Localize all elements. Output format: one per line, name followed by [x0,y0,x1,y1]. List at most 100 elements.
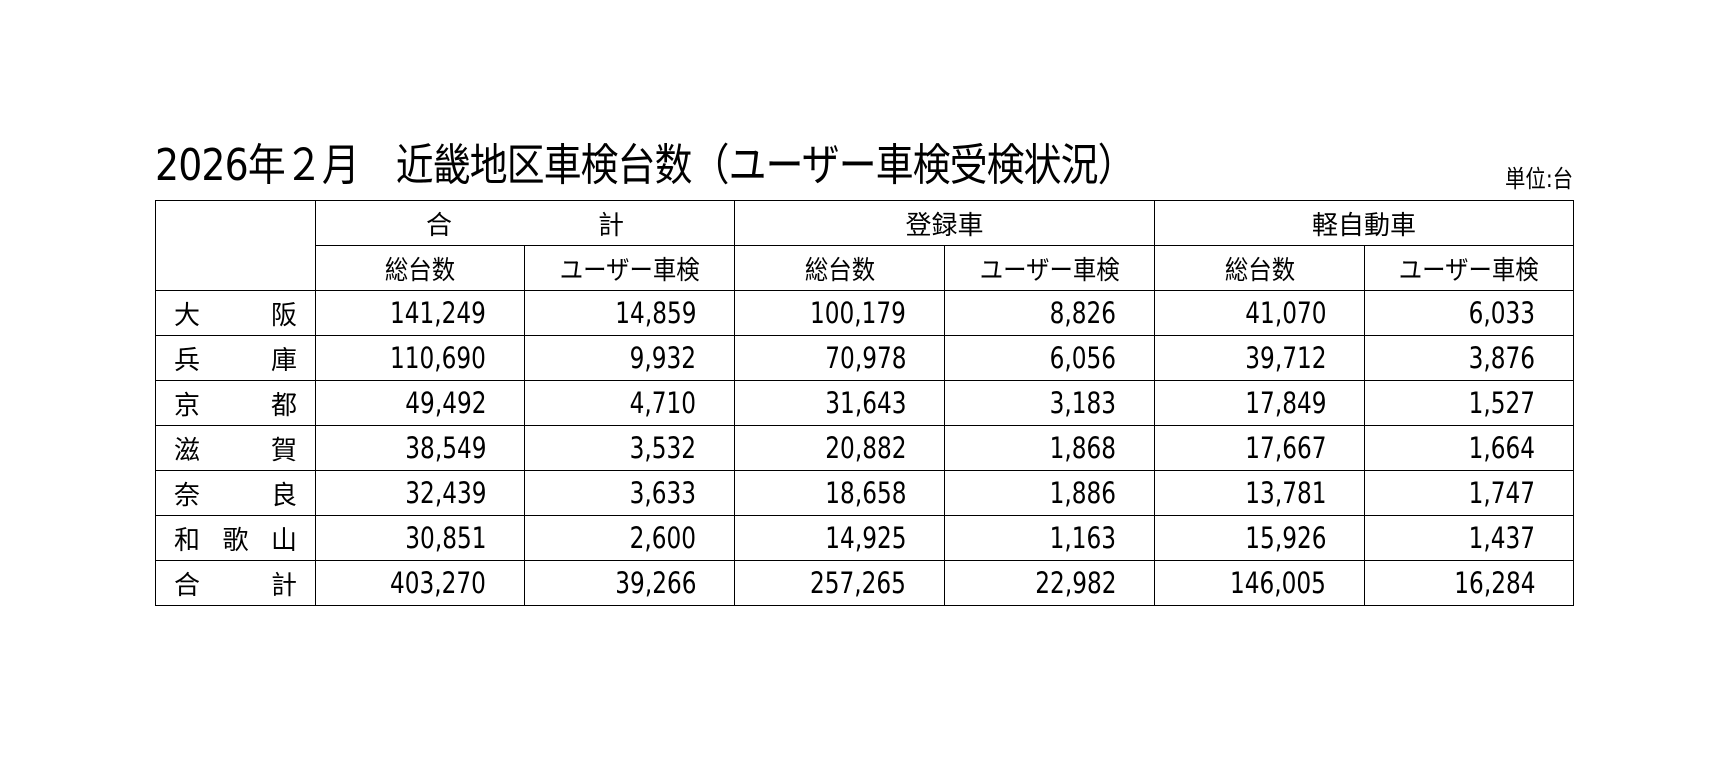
value: 39,712 [1244,341,1327,375]
prefecture-char: 庫 [270,345,297,376]
value-cell: 257,265 [734,560,946,606]
sub-header: 総台数 [1154,245,1366,291]
value: 1,163 [1049,521,1117,555]
value-cell: 100,179 [734,290,946,336]
value-cell: 110,690 [315,335,525,381]
value: 49,492 [404,386,486,420]
value: 3,876 [1468,341,1536,375]
value-cell: 1,664 [1364,425,1575,471]
prefecture-cell: 京都 [155,380,316,426]
group-header-kei: 軽自動車 [1154,200,1575,246]
value-cell: 1,437 [1364,515,1575,561]
value-cell: 3,876 [1364,335,1575,381]
page-title: 2026年２月 近畿地区車検台数（ユーザー車検受検状況） [155,140,1135,191]
prefecture-char: 山 [270,525,297,556]
table-row: 奈良 32,439 3,633 18,658 1,886 13,781 1,747 [155,470,1575,516]
value-cell: 146,005 [1154,560,1366,606]
value: 3,633 [629,476,697,510]
value: 1,868 [1049,431,1117,465]
value: 20,882 [824,431,907,465]
value: 14,859 [614,296,697,330]
value: 22,982 [1034,566,1117,600]
prefecture-char: 和 [174,525,201,556]
value: 6,056 [1049,341,1117,375]
value-cell: 14,859 [523,290,736,336]
value-cell: 1,886 [944,470,1156,516]
value-cell: 1,527 [1364,380,1575,426]
table-row: 兵庫 110,690 9,932 70,978 6,056 39,712 3,876 [155,335,1575,381]
value: 38,549 [404,431,486,465]
sub-header: 総台数 [734,245,946,291]
value: 1,527 [1468,386,1536,420]
value: 3,532 [629,431,697,465]
value-cell: 4,710 [523,380,736,426]
value-cell: 8,826 [944,290,1156,336]
table-row: 合計 403,270 39,266 257,265 22,982 146,005 16,28… [155,560,1575,606]
value: 13,781 [1244,476,1327,510]
value-cell: 17,849 [1154,380,1366,426]
value-cell: 13,781 [1154,470,1366,516]
value: 257,265 [810,566,907,600]
value-cell: 141,249 [315,290,525,336]
sub-header-label: 総台数 [1224,255,1295,286]
prefecture-char: 良 [270,480,297,511]
value-cell: 2,600 [523,515,736,561]
group-header-total: 合 計 [314,200,736,246]
prefecture-char: 合 [174,570,201,601]
value-cell: 6,056 [944,335,1156,381]
inspection-table: 合 計 登録車 軽自動車 総台数 ユーザー車検 総台数 ユーザー車検 総台数 ユーザー車検… [155,200,1575,606]
value: 41,070 [1244,296,1327,330]
value: 30,851 [404,521,486,555]
value-cell: 31,643 [734,380,946,426]
value: 17,667 [1244,431,1327,465]
value: 1,747 [1468,476,1536,510]
value-cell: 403,270 [315,560,525,606]
unit-label: 単位:台 [1504,165,1573,193]
prefecture-char: 阪 [270,300,297,331]
sub-header-label: 総台数 [384,255,456,286]
value: 8,826 [1049,296,1117,330]
value: 3,183 [1049,386,1117,420]
value-cell: 17,667 [1154,425,1366,471]
sub-header-label: 総台数 [804,255,875,286]
sub-header-label: ユーザー車検 [559,255,700,286]
table-row: 滋賀 38,549 3,532 20,882 1,868 17,667 1,664 [155,425,1575,471]
sub-header: ユーザー車検 [523,245,736,291]
prefecture-cell: 兵庫 [155,335,316,381]
value-cell: 32,439 [315,470,525,516]
value-cell: 1,747 [1364,470,1575,516]
prefecture-char: 都 [270,390,297,421]
table-row: 大阪 141,249 14,859 100,179 8,826 41,070 6,033 [155,290,1575,336]
value: 110,690 [390,341,486,375]
prefecture-char: 奈 [174,480,201,511]
table-row: 和歌山 30,851 2,600 14,925 1,163 15,926 1,437 [155,515,1575,561]
value: 15,926 [1244,521,1327,555]
value: 70,978 [824,341,907,375]
value-cell: 1,163 [944,515,1156,561]
value: 141,249 [390,296,486,330]
value-cell: 3,633 [523,470,736,516]
value-cell: 22,982 [944,560,1156,606]
value-cell: 6,033 [1364,290,1575,336]
sub-header: 総台数 [315,245,525,291]
value-cell: 41,070 [1154,290,1366,336]
prefecture-char: 賀 [270,435,297,466]
prefecture-cell: 大阪 [155,290,316,336]
value: 14,925 [824,521,907,555]
value: 17,849 [1244,386,1327,420]
sub-header-label: ユーザー車検 [1399,255,1540,286]
corner-cell [155,200,316,291]
sub-header: ユーザー車検 [944,245,1156,291]
value: 1,437 [1468,521,1536,555]
prefecture-cell: 合計 [155,560,316,606]
value: 100,179 [810,296,907,330]
sub-header-label: ユーザー車検 [979,255,1120,286]
value: 31,643 [824,386,907,420]
value: 32,439 [404,476,486,510]
prefecture-cell: 滋賀 [155,425,316,471]
prefecture-char: 兵 [174,345,201,376]
prefecture-char: 歌 [222,525,249,556]
value-cell: 16,284 [1364,560,1575,606]
value: 2,600 [629,521,697,555]
value-cell: 30,851 [315,515,525,561]
